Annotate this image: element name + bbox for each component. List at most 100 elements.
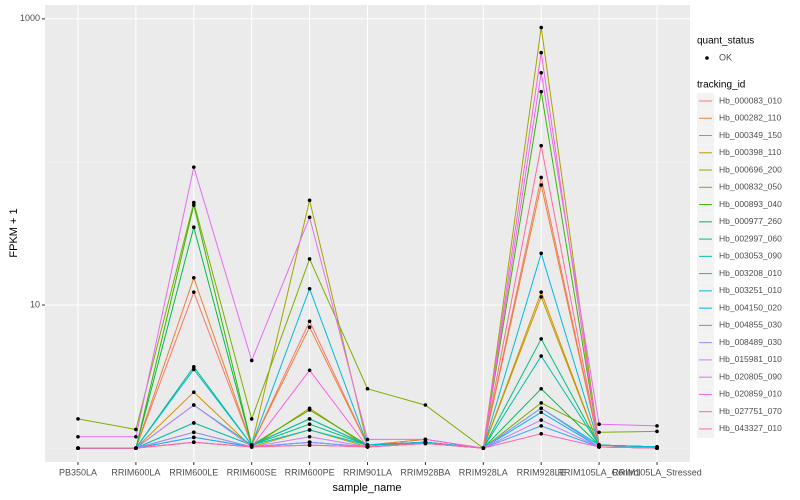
x-tick-label: RRIM105LA_Control xyxy=(558,467,641,477)
legend-label: Hb_043327_010 xyxy=(719,423,782,433)
legend-label: Hb_000349_150 xyxy=(719,130,782,140)
legend-label: Hb_015981_010 xyxy=(719,354,782,364)
x-tick-label: RRIM901LA xyxy=(343,467,392,477)
point xyxy=(192,290,196,294)
point xyxy=(365,386,370,391)
point xyxy=(655,429,659,434)
legend-title: quant_status xyxy=(697,36,754,47)
point xyxy=(597,445,601,449)
x-tick-label: RRIM600LA xyxy=(111,467,160,477)
point xyxy=(134,427,138,432)
point xyxy=(307,257,312,261)
point xyxy=(597,422,601,426)
point xyxy=(365,445,370,449)
legend-label: Hb_003208_010 xyxy=(719,268,782,278)
point xyxy=(539,175,543,180)
legend-title: tracking_id xyxy=(697,80,745,91)
legend-label: Hb_004855_030 xyxy=(719,320,782,330)
legend-label: Hb_000893_040 xyxy=(719,199,782,209)
point xyxy=(192,203,196,207)
point xyxy=(539,295,543,299)
point xyxy=(307,286,312,291)
legend-label: Hb_003053_090 xyxy=(719,251,782,261)
x-tick-label: PB350LA xyxy=(59,467,97,477)
legend-label: Hb_000696_200 xyxy=(719,164,782,174)
point xyxy=(539,410,543,415)
point xyxy=(539,70,543,75)
x-tick-label: RRIM928LE xyxy=(517,467,566,477)
point xyxy=(307,215,312,220)
point xyxy=(539,431,543,436)
point xyxy=(539,89,543,94)
point xyxy=(307,368,312,373)
point xyxy=(539,143,543,148)
point xyxy=(307,417,312,421)
x-tick-label: RRIM105LA_Stressed xyxy=(612,467,702,477)
point xyxy=(539,25,543,30)
point xyxy=(307,408,312,412)
x-axis-title: sample_name xyxy=(332,482,401,494)
point xyxy=(539,337,543,341)
legend-label: Hb_002997_060 xyxy=(719,233,782,243)
point xyxy=(192,276,196,280)
point xyxy=(539,418,543,422)
point xyxy=(192,225,196,229)
legend-label: Hb_020859_010 xyxy=(719,389,782,399)
point xyxy=(76,417,80,421)
point xyxy=(539,183,543,187)
legend-point xyxy=(705,56,709,60)
y-tick-label: 1000 xyxy=(20,13,40,23)
point xyxy=(539,354,543,358)
point xyxy=(192,165,196,169)
point xyxy=(539,251,543,256)
legend-label: Hb_000282_110 xyxy=(719,113,782,123)
point xyxy=(655,424,659,428)
x-tick-label: RRIM600SE xyxy=(227,467,277,477)
point xyxy=(423,437,428,442)
point xyxy=(539,401,543,405)
point xyxy=(249,445,254,449)
point xyxy=(539,290,543,294)
point xyxy=(134,435,138,439)
point xyxy=(539,406,543,411)
point xyxy=(539,50,543,55)
y-tick-label: 10 xyxy=(30,299,40,309)
point xyxy=(307,422,312,426)
point xyxy=(249,417,254,421)
point xyxy=(307,435,312,439)
point xyxy=(597,430,601,435)
point xyxy=(307,325,312,330)
point xyxy=(192,403,196,407)
legend-label: Hb_000977_260 xyxy=(719,216,782,226)
x-tick-label: RRIM600PE xyxy=(285,467,335,477)
point xyxy=(134,446,138,450)
x-tick-label: RRIM600LE xyxy=(169,467,218,477)
point xyxy=(307,319,312,324)
point xyxy=(307,428,312,432)
legend-label: Hb_000083_010 xyxy=(719,95,782,105)
point xyxy=(481,446,486,450)
legend-label: Hb_003251_010 xyxy=(719,285,782,295)
legend-label: Hb_004150_020 xyxy=(719,302,782,312)
point xyxy=(192,430,196,435)
point xyxy=(192,435,196,440)
point xyxy=(365,437,370,442)
point xyxy=(423,441,428,446)
legend-label: Hb_008489_030 xyxy=(719,337,782,347)
x-tick-label: RRIM928LA xyxy=(459,467,508,477)
legend-label: Hb_000832_050 xyxy=(719,182,782,192)
legend-label: Hb_027751_070 xyxy=(719,406,782,416)
point xyxy=(249,358,254,363)
point xyxy=(307,443,312,447)
point xyxy=(192,365,196,369)
point xyxy=(307,440,312,445)
point xyxy=(192,367,196,372)
point xyxy=(76,446,80,450)
legend-label: Hb_020805_090 xyxy=(719,371,782,381)
point xyxy=(307,198,312,203)
legend-label: OK xyxy=(719,52,732,62)
point xyxy=(192,421,196,425)
point xyxy=(76,435,80,439)
point xyxy=(655,446,659,450)
